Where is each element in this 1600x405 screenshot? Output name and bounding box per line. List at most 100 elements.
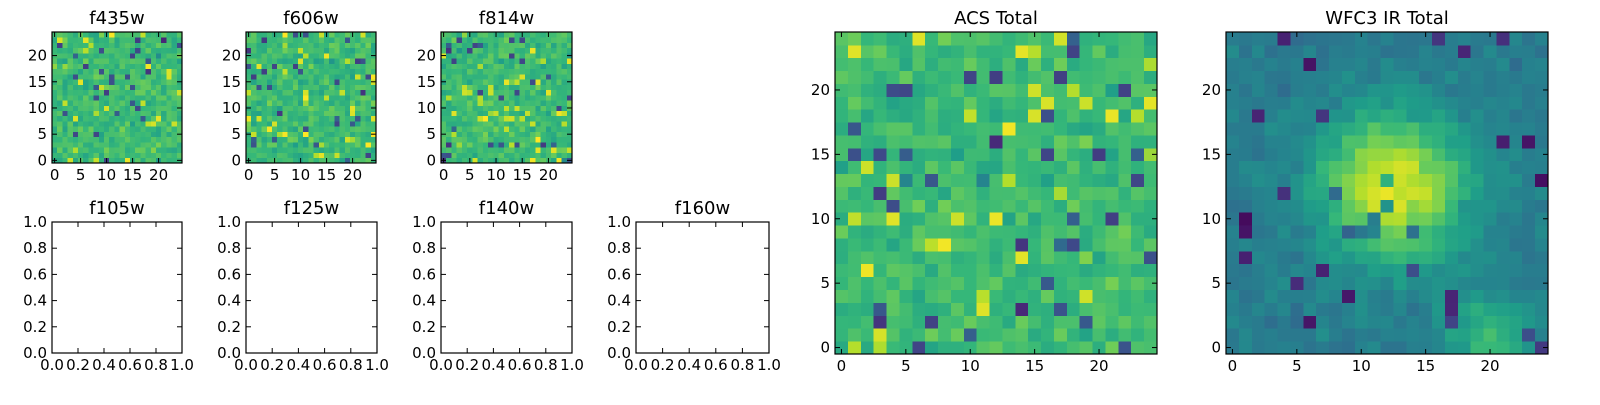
heatmap-cell xyxy=(1238,212,1253,226)
heatmap-cell xyxy=(451,110,458,117)
heatmap-cell xyxy=(551,47,557,54)
heatmap-cell xyxy=(482,157,489,164)
heatmap-cell xyxy=(1341,250,1356,265)
heatmap-cell xyxy=(1066,135,1081,149)
heatmap-cell xyxy=(1092,328,1106,342)
axes-title-f606w: f606w xyxy=(283,8,338,29)
heatmap-cell xyxy=(277,63,283,70)
heatmap-cell xyxy=(472,115,479,122)
heatmap-cell xyxy=(1015,199,1029,213)
heatmap-cell xyxy=(1329,44,1343,59)
heatmap-cell xyxy=(488,32,494,38)
heatmap-cell xyxy=(1238,109,1253,123)
heatmap-cell xyxy=(1277,160,1291,175)
heatmap-cell xyxy=(1380,328,1394,342)
heatmap-cell xyxy=(1496,328,1510,342)
heatmap-cell xyxy=(912,32,926,46)
heatmap-cell xyxy=(1444,302,1459,316)
heatmap-cell xyxy=(847,289,862,303)
heatmap-cell xyxy=(109,89,115,96)
heatmap-cell xyxy=(119,100,126,106)
heatmap-cell xyxy=(1444,225,1459,239)
heatmap-cell xyxy=(1144,32,1158,46)
heatmap-cell xyxy=(488,115,494,122)
heatmap-cell xyxy=(1238,44,1253,59)
heatmap-cell xyxy=(461,47,468,54)
heatmap-cell xyxy=(140,126,146,132)
heatmap-cell xyxy=(1079,250,1093,265)
heatmap-cell xyxy=(98,47,105,54)
x-tick-label: 0.6 xyxy=(313,356,337,374)
heatmap-cell xyxy=(324,100,330,106)
heatmap-cell xyxy=(114,142,120,148)
heatmap-cell xyxy=(350,115,356,122)
heatmap-cell xyxy=(292,89,299,96)
heatmap-cell xyxy=(1341,225,1356,239)
heatmap-cell xyxy=(161,42,167,49)
heatmap-cell xyxy=(556,47,562,54)
heatmap-cell xyxy=(313,157,320,164)
heatmap-cell xyxy=(161,73,167,80)
heatmap-cell xyxy=(1251,135,1266,149)
heatmap-cell xyxy=(329,115,335,122)
x-tick-label: 0.0 xyxy=(429,356,453,374)
heatmap-cell xyxy=(256,68,262,75)
heatmap-cell xyxy=(514,142,520,148)
heatmap-cell xyxy=(1264,212,1278,226)
heatmap-cell xyxy=(156,152,162,159)
heatmap-cell xyxy=(57,84,63,91)
heatmap-cell xyxy=(472,110,479,117)
heatmap-cell xyxy=(873,289,887,303)
heatmap-cell xyxy=(1444,147,1459,162)
heatmap-cell xyxy=(130,58,136,64)
heatmap-cell xyxy=(246,63,252,70)
heatmap-cell xyxy=(1251,328,1266,342)
heatmap-cell xyxy=(524,94,531,101)
heatmap-cell xyxy=(370,58,377,64)
heatmap-cell xyxy=(1144,96,1158,110)
heatmap-cell xyxy=(461,63,468,70)
heatmap-cell xyxy=(1470,212,1484,226)
heatmap-cell xyxy=(318,115,325,122)
heatmap-cell xyxy=(1522,328,1536,342)
heatmap-cell xyxy=(446,121,452,127)
heatmap-cell xyxy=(1079,70,1093,84)
heatmap-cell xyxy=(67,136,74,143)
heatmap-cell xyxy=(1251,109,1266,123)
heatmap-cell xyxy=(1131,70,1145,84)
heatmap-cell xyxy=(1329,109,1343,123)
heatmap-cell xyxy=(446,47,452,54)
heatmap-cell xyxy=(976,328,990,342)
heatmap-cell xyxy=(119,47,126,54)
heatmap-cell xyxy=(1264,83,1278,97)
heatmap-cell xyxy=(545,42,552,49)
heatmap-cell xyxy=(1079,44,1093,59)
heatmap-cell xyxy=(1470,57,1484,72)
heatmap-cell xyxy=(551,152,557,159)
heatmap-cell xyxy=(1393,225,1407,239)
heatmap-cell xyxy=(566,136,573,143)
heatmap-cell xyxy=(272,47,278,54)
heatmap-cell xyxy=(1015,122,1029,136)
heatmap-cell xyxy=(451,115,458,122)
heatmap-cell xyxy=(62,100,68,106)
heatmap-cell xyxy=(540,79,547,85)
heatmap-cell xyxy=(93,115,100,122)
heatmap-cell xyxy=(938,238,952,252)
heatmap-cell xyxy=(78,126,84,132)
y-tick-label: 0.4 xyxy=(412,292,436,310)
heatmap-cell xyxy=(1105,341,1119,355)
heatmap-cell xyxy=(835,238,849,252)
heatmap-cell xyxy=(171,147,178,153)
heatmap-cell xyxy=(1380,341,1394,355)
heatmap-cell xyxy=(989,135,1003,149)
heatmap-cell xyxy=(1290,186,1304,200)
heatmap-cell xyxy=(166,147,172,153)
heatmap-cell xyxy=(1316,57,1330,72)
heatmap-cell xyxy=(873,83,887,97)
heatmap-cell xyxy=(150,68,157,75)
heatmap-cell xyxy=(1432,96,1446,110)
heatmap-cell xyxy=(365,100,372,106)
y-tick-label: 15 xyxy=(811,145,830,163)
heatmap-cell xyxy=(282,142,288,148)
